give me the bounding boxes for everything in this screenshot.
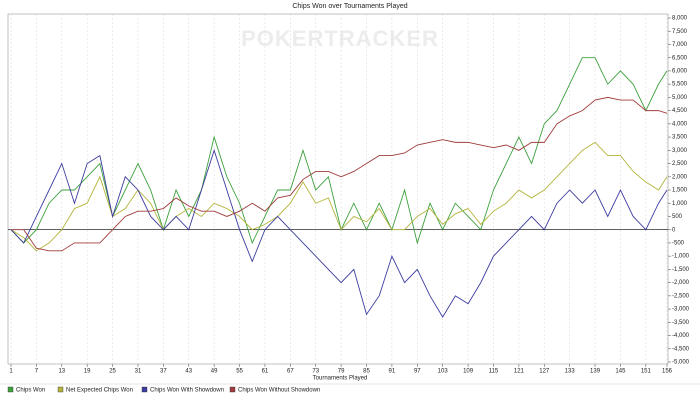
x-tick-label: 37 [160, 369, 167, 375]
x-tick-label: 85 [363, 369, 370, 375]
y-tick-label: 7,000 [672, 42, 688, 48]
y-tick-label: 5,500 [672, 82, 688, 88]
plot-frame [7, 13, 669, 365]
y-tick-label: 2,000 [672, 174, 688, 180]
legend-label: Chips Won With Showdown [150, 388, 224, 394]
x-tick-label: 55 [236, 369, 243, 375]
x-tick-label: 13 [58, 369, 65, 375]
x-tick-label: 79 [338, 369, 345, 375]
y-tick-label: 5,000 [672, 95, 688, 101]
y-tick-label: 4,000 [672, 121, 688, 127]
series-line [10, 148, 668, 318]
y-tick-label: -4,500 [672, 346, 690, 352]
x-tick-label: 151 [641, 369, 652, 375]
x-axis-label: Tournaments Played [313, 376, 368, 382]
legend-swatch [229, 386, 236, 393]
y-tick-label: -2,000 [672, 280, 690, 286]
y-tick-label: -3,000 [672, 307, 690, 313]
y-tick-label: 4,500 [672, 108, 688, 114]
y-tick-label: -4,000 [672, 333, 690, 339]
chart-title: Chips Won over Tournaments Played [292, 3, 407, 10]
x-tick-label: 31 [135, 369, 142, 375]
x-tick-label: 103 [438, 369, 449, 375]
watermark: POKERTRACKER [241, 26, 439, 51]
x-tick-label: 145 [615, 369, 626, 375]
x-tick-label: 73 [312, 369, 319, 375]
x-tick-label: 139 [590, 369, 601, 375]
legend-label: Chips Won Without Showdown [238, 388, 320, 394]
x-tick-label: 19 [84, 369, 91, 375]
y-tick-label: -500 [672, 241, 685, 247]
x-tick-label: 67 [287, 369, 294, 375]
x-tick-label: 25 [109, 369, 116, 375]
y-tick-label: 7,500 [672, 29, 688, 35]
x-tick-label: 121 [514, 369, 525, 375]
series-line [10, 141, 668, 252]
y-tick-label: 8,000 [672, 16, 688, 22]
x-tick-label: 127 [539, 369, 550, 375]
x-tick-label: 7 [35, 369, 39, 375]
x-tick-label: 133 [565, 369, 576, 375]
x-tick-label: 49 [211, 369, 218, 375]
y-tick-label: 1,500 [672, 188, 688, 194]
legend-swatch [141, 386, 148, 393]
y-tick-label: -3,500 [672, 320, 690, 326]
x-tick-label: 1 [9, 369, 13, 375]
x-tick-label: 91 [389, 369, 396, 375]
y-tick-label: 3,500 [672, 135, 688, 141]
x-tick-label: 109 [463, 369, 474, 375]
y-tick-label: 500 [672, 214, 683, 220]
x-tick-label: 43 [185, 369, 192, 375]
y-tick-label: 6,500 [672, 55, 688, 61]
x-tick-label: 156 [662, 369, 673, 375]
y-tick-label: -1,500 [672, 267, 690, 273]
y-tick-label: -2,500 [672, 293, 690, 299]
y-tick-label: 6,000 [672, 69, 688, 75]
y-tick-label: 3,000 [672, 148, 688, 154]
legend-label: Net Expected Chips Won [66, 388, 133, 394]
y-tick-label: 1,000 [672, 201, 688, 207]
legend-swatch [7, 386, 14, 393]
y-tick-label: 0 [672, 227, 676, 233]
y-tick-label: -1,000 [672, 254, 690, 260]
y-tick-label: 2,500 [672, 161, 688, 167]
x-tick-label: 115 [489, 369, 499, 375]
legend-swatch [57, 386, 64, 393]
y-tick-label: -5,000 [672, 360, 690, 366]
series-line [11, 96, 668, 252]
x-tick-label: 61 [262, 369, 269, 375]
legend-label: Chips Won [16, 388, 45, 394]
x-tick-label: 97 [414, 369, 421, 375]
